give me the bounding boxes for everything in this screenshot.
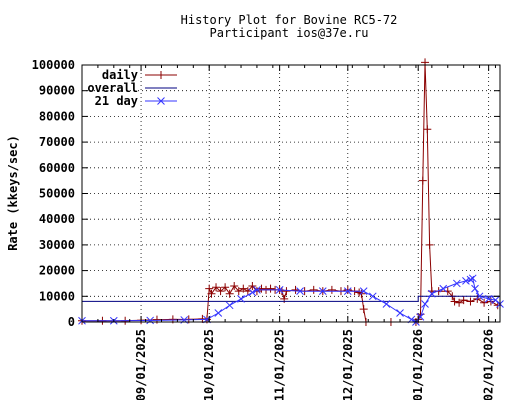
daily-point — [234, 287, 243, 296]
21-day-point — [146, 316, 155, 325]
21-day-point — [452, 279, 461, 288]
daily-point — [225, 289, 234, 298]
21-day-point — [359, 287, 368, 296]
daily-point — [230, 282, 239, 291]
daily-point — [282, 287, 291, 296]
daily-point — [207, 289, 216, 298]
y-tick-label: 50000 — [39, 187, 75, 201]
21-day-point — [382, 300, 391, 308]
axes: 0 10000 20000 30000 40000 50000 60000 70000 8000… — [32, 58, 500, 400]
y-axis-label: Rate (kkeys/sec) — [6, 135, 20, 251]
daily-point — [425, 240, 434, 249]
daily-point — [423, 125, 432, 134]
series-daily — [78, 58, 502, 326]
y-tick-label: 30000 — [39, 238, 75, 252]
series-21-day — [78, 274, 504, 326]
21-day-point — [296, 287, 304, 296]
daily-point — [266, 284, 275, 293]
daily-point — [205, 284, 214, 293]
daily-point — [248, 282, 257, 291]
y-tick-label: 70000 — [39, 135, 75, 149]
daily-point — [212, 283, 221, 292]
daily-point — [455, 298, 464, 307]
21-day-line — [82, 277, 501, 323]
21-day-point — [225, 301, 234, 310]
21-day-point — [248, 288, 257, 297]
daily-point — [450, 297, 459, 306]
21-day-point — [439, 284, 448, 293]
x-tick-label: 11/01/2025 — [273, 329, 287, 400]
daily-point — [359, 305, 368, 314]
21-day-point — [318, 287, 327, 296]
daily-point — [216, 287, 225, 296]
y-tick-label: 100000 — [32, 58, 75, 72]
21-day-point — [214, 309, 223, 317]
daily-point — [309, 285, 318, 294]
daily-point — [480, 298, 489, 307]
series-overall — [82, 295, 500, 302]
legend-marker-daily — [157, 71, 165, 79]
chart-title: History Plot for Bovine RC5-72 — [181, 13, 398, 27]
daily-point — [466, 297, 475, 306]
21-day-point — [475, 292, 484, 301]
y-tick-label: 10000 — [39, 289, 75, 303]
21-day-point — [462, 277, 470, 285]
series-layer — [78, 58, 504, 326]
y-tick-label: 80000 — [39, 109, 75, 123]
21-day-point — [468, 274, 477, 283]
daily-point — [239, 284, 248, 293]
y-tick-label: 20000 — [39, 264, 75, 278]
daily-line — [82, 62, 498, 323]
21-day-point — [466, 275, 475, 284]
21-day-point — [427, 289, 436, 298]
21-day-point — [396, 309, 404, 317]
daily-point — [418, 176, 427, 185]
daily-point — [459, 296, 468, 305]
y-tick-label: 90000 — [39, 84, 75, 98]
grid-lines — [82, 65, 500, 322]
21-day-point — [237, 295, 245, 303]
x-tick-label: 10/01/2025 — [202, 329, 216, 400]
21-day-point — [471, 284, 479, 293]
x-tick-label: 01/01/2026 — [411, 329, 425, 400]
legend-label-overall: overall — [87, 81, 138, 95]
21-day-point — [275, 286, 284, 294]
21-day-point — [421, 300, 429, 308]
legend-marker-21-day — [157, 97, 165, 105]
y-tick-label: 60000 — [39, 161, 75, 175]
chart-subtitle: Participant ios@37e.ru — [210, 26, 369, 40]
y-tick-label: 40000 — [39, 212, 75, 226]
overall-line — [82, 295, 500, 302]
y-tick-label: 0 — [68, 315, 75, 329]
21-day-point — [368, 292, 377, 301]
daily-point — [221, 283, 230, 292]
legend-label-21-day: 21 day — [95, 94, 138, 108]
legend-label-daily: daily — [102, 68, 138, 82]
x-tick-label: 09/01/2025 — [134, 329, 148, 400]
daily-point — [327, 285, 336, 294]
21-day-point — [343, 287, 352, 296]
daily-point — [343, 285, 352, 294]
x-tick-label: 02/01/2026 — [482, 329, 496, 400]
x-tick-label: 12/01/2025 — [341, 329, 355, 400]
21-day-point — [484, 295, 493, 303]
21-day-point — [253, 286, 261, 294]
